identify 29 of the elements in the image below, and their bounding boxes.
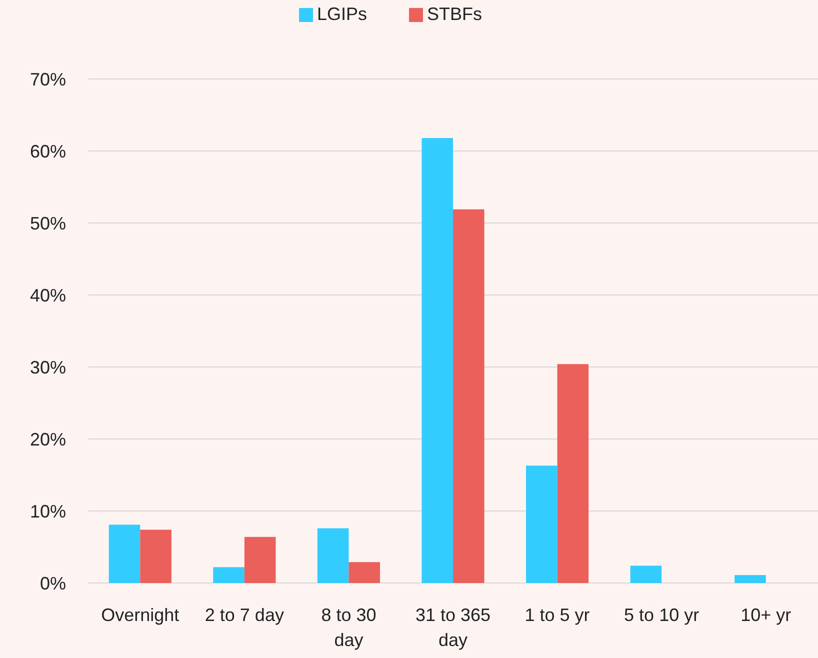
y-tick-label: 20% (30, 429, 66, 450)
bar (734, 575, 766, 583)
bar (453, 209, 484, 583)
y-tick-label: 40% (30, 285, 66, 306)
bar (244, 536, 276, 583)
bar (140, 530, 172, 583)
bar (422, 138, 453, 583)
bar (348, 562, 380, 583)
x-tick-label: Overnight (101, 605, 180, 625)
bar (630, 566, 662, 583)
x-tick-label: 2 to 7 day (204, 605, 284, 625)
y-tick-label: 50% (30, 213, 66, 234)
x-tick-label: 5 to 10 yr (624, 605, 700, 625)
y-tick-label: 30% (30, 357, 66, 378)
x-tick-label: 1 to 5 yr (524, 605, 590, 625)
bar (317, 528, 349, 583)
legend-label: LGIPs (317, 4, 368, 24)
bar (213, 567, 244, 583)
bar (108, 524, 140, 583)
x-tick-label: 10+ yr (740, 605, 792, 625)
bar (557, 364, 589, 583)
y-tick-label: 10% (30, 501, 66, 522)
x-tick-label: 31 to 365 day (415, 605, 491, 650)
y-tick-label: 60% (30, 141, 66, 162)
bar (526, 466, 558, 583)
legend-label: STBFs (427, 4, 482, 24)
y-tick-label: 70% (30, 69, 66, 90)
x-tick-label: 8 to 30 day (321, 605, 376, 650)
y-tick-label: 0% (40, 573, 66, 594)
